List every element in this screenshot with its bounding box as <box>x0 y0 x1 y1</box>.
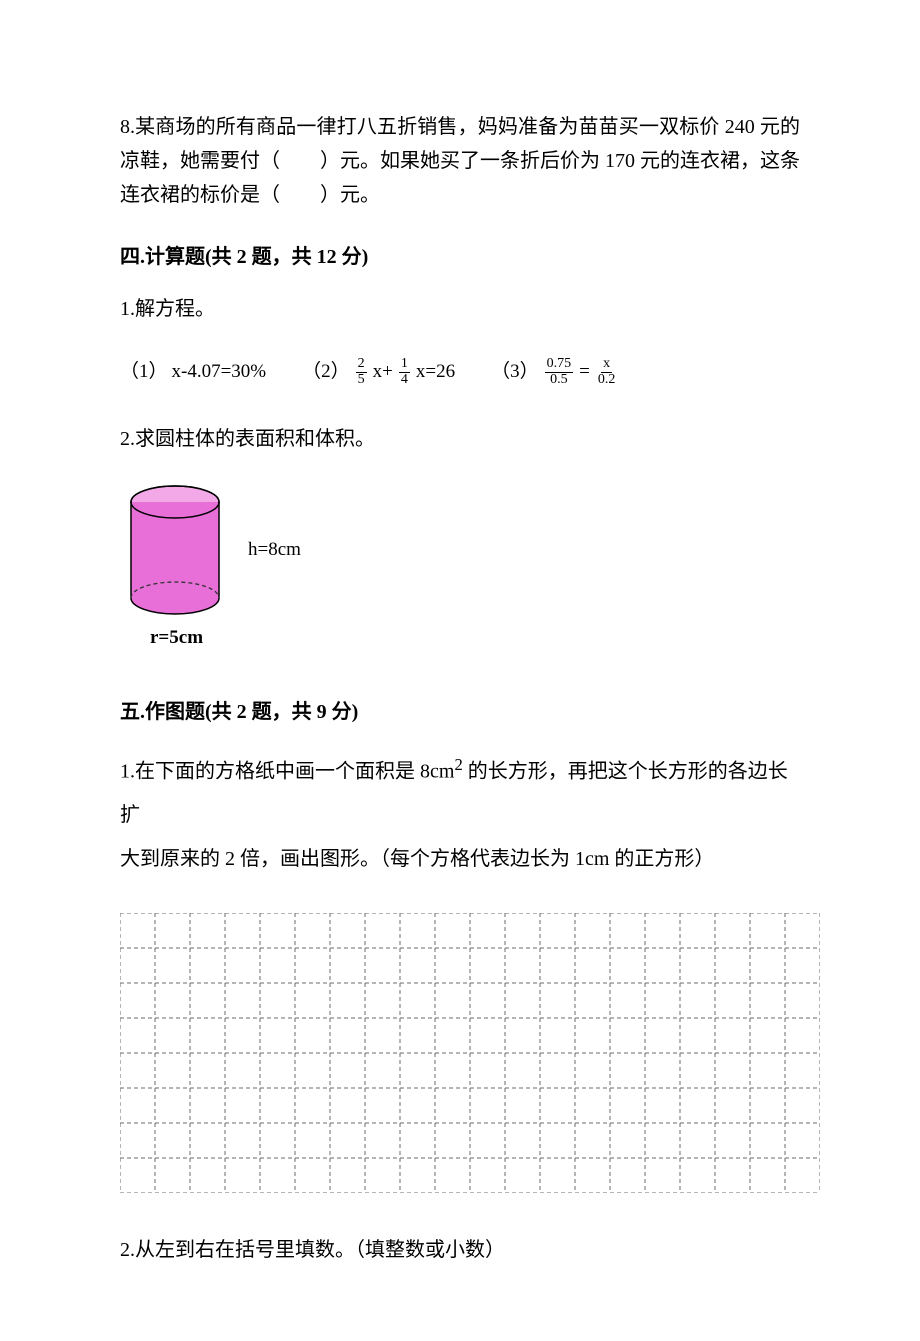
eq3-eq: = <box>579 356 590 388</box>
section-5-heading: 五.作图题(共 2 题，共 9 分) <box>120 695 800 729</box>
eq1-label: （1） <box>120 356 168 388</box>
eq2-mid: x+ <box>373 356 393 388</box>
eq3-label: （3） <box>491 356 539 388</box>
sec4-q2: 2.求圆柱体的表面积和体积。 <box>120 422 800 456</box>
eq3-frac-1: 0.75 0.5 <box>545 357 574 387</box>
eq3-frac1-den: 0.5 <box>548 373 570 388</box>
eq2-frac2-den: 4 <box>399 373 410 388</box>
eq2-label: （2） <box>302 356 350 388</box>
eq3-frac2-den: 0.2 <box>596 373 618 388</box>
eq3-frac1-num: 0.75 <box>545 357 574 373</box>
sec5-q1-sup: 2 <box>454 755 462 774</box>
equation-1: （1） x-4.07=30% <box>120 356 266 388</box>
sec5-q1-part2: 大到原来的 2 倍，画出图形。（每个方格代表边长为 1cm 的正方形） <box>120 848 714 870</box>
eq3-frac2-num: x <box>601 357 612 373</box>
eq2-frac-1: 2 5 <box>356 357 367 387</box>
eq2-tail: x=26 <box>416 356 455 388</box>
cylinder-figure: h=8cm r=5cm <box>120 480 320 654</box>
eq2-frac1-den: 5 <box>356 373 367 388</box>
eq2-frac2-num: 1 <box>399 357 410 373</box>
cylinder-r-label: r=5cm <box>150 622 320 654</box>
page: 8.某商场的所有商品一律打八五折销售，妈妈准备为苗苗买一双标价 240 元的凉鞋… <box>0 0 920 1341</box>
sec4-q1: 1.解方程。 <box>120 292 800 326</box>
cylinder-h-label: h=8cm <box>248 534 301 566</box>
equation-3: （3） 0.75 0.5 = x 0.2 <box>491 356 619 388</box>
eq2-frac1-num: 2 <box>356 357 367 373</box>
section-4-heading: 四.计算题(共 2 题，共 12 分) <box>120 240 800 274</box>
equation-row: （1） x-4.07=30% （2） 2 5 x+ 1 4 x=26 （3） 0… <box>120 356 800 388</box>
grid-svg <box>120 913 820 1193</box>
eq2-frac-2: 1 4 <box>399 357 410 387</box>
eq1-body: x-4.07=30% <box>172 356 267 388</box>
sec5-q1: 1.在下面的方格纸中画一个面积是 8cm2 的长方形，再把这个长方形的各边长扩 … <box>120 747 800 882</box>
equation-2: （2） 2 5 x+ 1 4 x=26 <box>302 356 455 388</box>
question-8: 8.某商场的所有商品一律打八五折销售，妈妈准备为苗苗买一双标价 240 元的凉鞋… <box>120 110 800 212</box>
sec5-q2: 2.从左到右在括号里填数。（填整数或小数） <box>120 1233 800 1267</box>
cylinder-icon <box>120 480 230 620</box>
grid-paper <box>120 913 800 1193</box>
sec5-q1-part1: 1.在下面的方格纸中画一个面积是 8cm <box>120 760 454 782</box>
eq3-frac-2: x 0.2 <box>596 357 618 387</box>
